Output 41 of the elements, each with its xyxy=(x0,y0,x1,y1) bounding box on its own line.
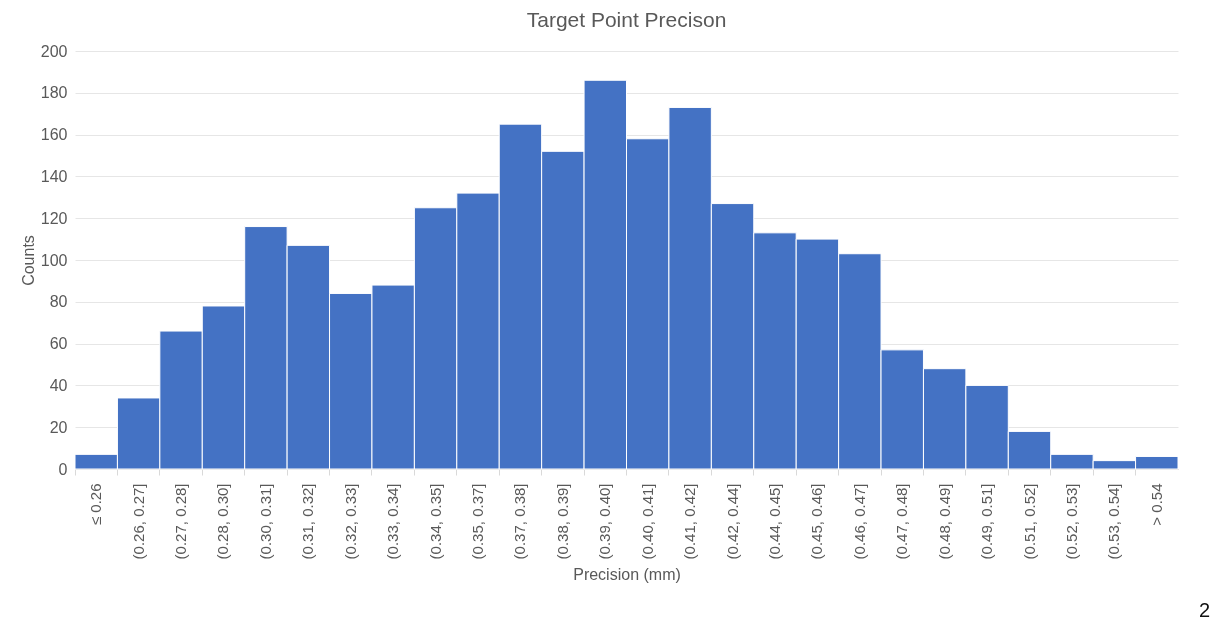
y-tick-label: 160 xyxy=(40,126,68,144)
y-tick-label: 140 xyxy=(40,167,68,185)
x-tick-label: ≤ 0.26 xyxy=(87,483,105,526)
x-tick-label: (0.51, 0.52] xyxy=(1020,483,1038,560)
x-tick-label: (0.45, 0.46] xyxy=(808,483,826,560)
x-tick-label: (0.35, 0.37] xyxy=(469,483,487,560)
x-tick-label: (0.40, 0.41] xyxy=(638,483,656,560)
x-tick-label: (0.30, 0.31] xyxy=(256,483,274,560)
chart-title: Target Point Precison xyxy=(526,8,727,31)
x-tick-label: (0.44, 0.45] xyxy=(765,483,783,560)
x-tick-label: (0.52, 0.53] xyxy=(1062,483,1080,560)
y-tick-label: 100 xyxy=(40,251,68,269)
x-tick-label: (0.32, 0.33] xyxy=(341,483,359,560)
y-tick-label: 80 xyxy=(49,293,68,311)
x-tick-label: (0.38, 0.39] xyxy=(553,483,571,560)
x-tick-label: (0.42, 0.44] xyxy=(723,483,741,560)
x-tick-label: (0.53, 0.54] xyxy=(1105,483,1123,560)
x-tick-label: (0.27, 0.28] xyxy=(172,483,190,560)
x-tick-label: (0.37, 0.38] xyxy=(511,483,529,560)
x-tick-label: (0.31, 0.32] xyxy=(299,483,317,560)
y-tick-label: 0 xyxy=(58,460,68,478)
x-tick-label: (0.28, 0.30] xyxy=(214,483,232,560)
x-tick-label: (0.39, 0.40] xyxy=(596,483,614,560)
x-tick-label: (0.49, 0.51] xyxy=(978,483,996,560)
x-tick-label: > 0.54 xyxy=(1147,483,1165,526)
x-tick-label: (0.34, 0.35] xyxy=(426,483,444,560)
x-tick-label: (0.47, 0.48] xyxy=(893,483,911,560)
y-tick-label: 200 xyxy=(40,42,68,60)
x-tick-label: (0.33, 0.34] xyxy=(384,483,402,560)
x-tick-label: (0.26, 0.27] xyxy=(129,483,147,560)
x-axis-title: Precision (mm) xyxy=(573,566,681,584)
y-tick-label: 180 xyxy=(40,84,68,102)
x-tick-label: (0.48, 0.49] xyxy=(935,483,953,560)
y-tick-label: 120 xyxy=(40,209,68,227)
x-tick-label: (0.41, 0.42] xyxy=(681,483,699,560)
text: 2 xyxy=(1198,599,1210,622)
x-tick-label: (0.46, 0.47] xyxy=(850,483,868,560)
y-tick-label: 20 xyxy=(49,418,68,436)
y-tick-label: 40 xyxy=(49,376,68,394)
y-axis-title: Counts xyxy=(19,235,37,286)
y-tick-label: 60 xyxy=(49,335,68,353)
